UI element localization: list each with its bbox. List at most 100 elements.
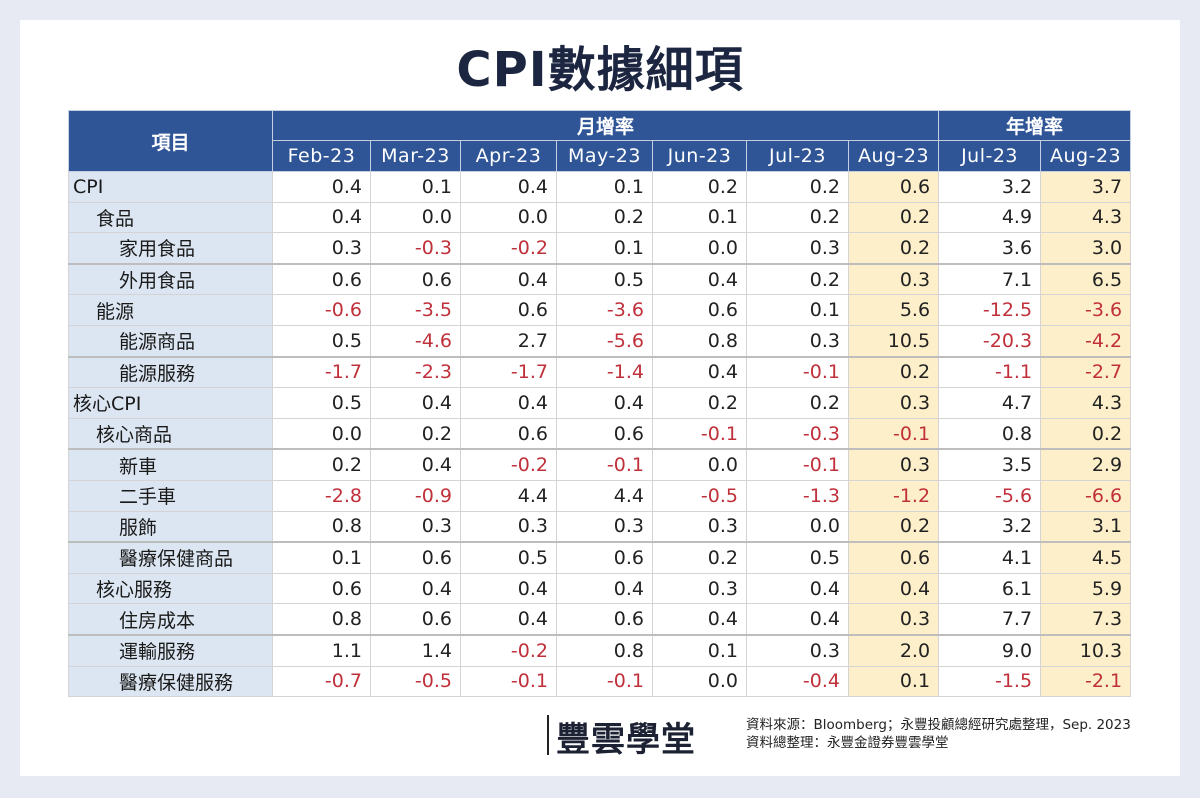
mom-value-cell: 0.2 <box>652 171 747 203</box>
mom-value-cell: 0.0 <box>746 510 849 543</box>
yoy-value-cell: -3.6 <box>1040 294 1132 326</box>
mom-month-header: Feb-23 <box>272 140 371 172</box>
yoy-value-cell: 4.5 <box>1040 541 1132 574</box>
table-row: 新車 0.2 0.4 -0.2 -0.1 0.0 -0.1 0.3 3.5 2.9 <box>68 448 1132 481</box>
mom-value-cell: -0.5 <box>652 479 747 512</box>
mom-value-cell: 0.4 <box>272 171 371 203</box>
mom-value-cell: 0.6 <box>460 294 557 326</box>
mom-value-cell: -1.2 <box>847 479 940 512</box>
mom-value-cell: 0.3 <box>847 603 940 636</box>
yoy-value-cell: 3.2 <box>938 171 1042 203</box>
yoy-value-cell: 3.0 <box>1040 232 1132 265</box>
header-month-row: Feb-23 Mar-23 Apr-23 May-23 Jun-23 Jul-23 Aug-… <box>69 140 1132 172</box>
row-label: 能源 <box>68 294 273 326</box>
mom-value-cell: -0.1 <box>556 448 653 481</box>
mom-value-cell: -0.1 <box>847 417 940 450</box>
table-row: 核心商品 0.0 0.2 0.6 0.6 -0.1 -0.3 -0.1 0.8 0.2 <box>68 417 1132 450</box>
page-title: CPI數據細項 <box>456 42 744 98</box>
mom-value-cell: 4.4 <box>556 479 653 512</box>
mom-value-cell: -0.1 <box>460 665 557 698</box>
row-label: 核心商品 <box>68 417 273 450</box>
mom-value-cell: 0.3 <box>746 324 849 358</box>
mom-value-cell: 0.4 <box>652 262 747 296</box>
yoy-value-cell: 4.9 <box>938 201 1042 234</box>
yoy-value-cell: 5.9 <box>1040 572 1132 605</box>
mom-value-cell: 0.2 <box>746 262 849 296</box>
mom-value-cell: 0.6 <box>370 541 461 574</box>
source-line-2: 資料總整理：永豐金證券豐雲學堂 <box>746 735 949 751</box>
mom-value-cell: 0.0 <box>370 201 461 234</box>
table-row: 能源 -0.6 -3.5 0.6 -3.6 0.6 0.1 5.6 -12.5 -3.6 <box>68 294 1132 326</box>
table-row: 能源商品 0.5 -4.6 2.7 -5.6 0.8 0.3 10.5 -20.3 -4.2 <box>68 324 1132 358</box>
mom-value-cell: -1.3 <box>746 479 849 512</box>
mom-value-cell: -1.4 <box>556 355 653 389</box>
mom-value-cell: 5.6 <box>847 294 940 326</box>
row-label: 住房成本 <box>68 603 273 636</box>
yoy-month-header: Aug-23 <box>1040 140 1132 172</box>
cpi-detail-table: 項目 月增率 年增率 Feb-23 Mar-23 Apr-23 May-23 Jun-2… <box>68 110 1132 698</box>
yoy-value-cell: -1.1 <box>938 355 1042 389</box>
table-row: 運輸服務 1.1 1.4 -0.2 0.8 0.1 0.3 2.0 9.0 10.3 <box>68 633 1132 667</box>
mom-value-cell: 0.2 <box>847 232 940 265</box>
yoy-value-cell: 7.7 <box>938 603 1042 636</box>
mom-value-cell: -1.7 <box>460 355 557 389</box>
mom-value-cell: 0.0 <box>652 232 747 265</box>
yoy-value-cell: 6.5 <box>1040 262 1132 296</box>
mom-value-cell: 2.7 <box>460 324 557 358</box>
footer-divider <box>547 715 549 755</box>
mom-value-cell: 0.4 <box>746 572 849 605</box>
table-row: 二手車 -2.8 -0.9 4.4 4.4 -0.5 -1.3 -1.2 -5.6 -6.6 <box>68 479 1132 512</box>
mom-value-cell: 0.6 <box>272 572 371 605</box>
mom-value-cell: 0.4 <box>460 262 557 296</box>
yoy-value-cell: -6.6 <box>1040 479 1132 512</box>
mom-value-cell: 0.4 <box>556 387 653 419</box>
mom-value-cell: 0.2 <box>847 510 940 543</box>
mom-value-cell: 2.0 <box>847 633 940 667</box>
table-row: 住房成本 0.8 0.6 0.4 0.6 0.4 0.4 0.3 7.7 7.3 <box>68 603 1132 636</box>
mom-value-cell: 0.5 <box>272 387 371 419</box>
row-label: 服飾 <box>68 510 273 543</box>
mom-value-cell: 0.4 <box>746 603 849 636</box>
mom-value-cell: 0.2 <box>272 448 371 481</box>
mom-value-cell: 0.3 <box>460 510 557 543</box>
yoy-value-cell: -1.5 <box>938 665 1042 698</box>
yoy-value-cell: -2.7 <box>1040 355 1132 389</box>
mom-value-cell: 0.3 <box>556 510 653 543</box>
table-row: 核心服務 0.6 0.4 0.4 0.4 0.3 0.4 0.4 6.1 5.9 <box>68 572 1132 605</box>
mom-value-cell: 0.5 <box>272 324 371 358</box>
mom-value-cell: 0.4 <box>847 572 940 605</box>
mom-value-cell: 0.3 <box>746 633 849 667</box>
row-label: 食品 <box>68 201 273 234</box>
mom-value-cell: 0.1 <box>272 541 371 574</box>
mom-value-cell: 0.3 <box>746 232 849 265</box>
mom-value-cell: -4.6 <box>370 324 461 358</box>
mom-value-cell: 0.3 <box>847 448 940 481</box>
yoy-value-cell: 7.1 <box>938 262 1042 296</box>
mom-value-cell: 0.3 <box>652 572 747 605</box>
yoy-value-cell: 3.1 <box>1040 510 1132 543</box>
mom-value-cell: 0.4 <box>652 355 747 389</box>
mom-value-cell: 0.2 <box>847 355 940 389</box>
yoy-value-cell: 3.7 <box>1040 171 1132 203</box>
mom-value-cell: 0.6 <box>370 262 461 296</box>
row-label: 家用食品 <box>68 232 273 265</box>
mom-value-cell: 0.6 <box>556 541 653 574</box>
row-label: 醫療保健商品 <box>68 541 273 574</box>
yoy-value-cell: -5.6 <box>938 479 1042 512</box>
yoy-value-cell: 4.7 <box>938 387 1042 419</box>
mom-value-cell: 0.4 <box>460 603 557 636</box>
mom-value-cell: 0.1 <box>652 633 747 667</box>
mom-value-cell: 0.2 <box>370 417 461 450</box>
table-row: 外用食品 0.6 0.6 0.4 0.5 0.4 0.2 0.3 7.1 6.5 <box>68 262 1132 296</box>
yoy-value-cell: 0.2 <box>1040 417 1132 450</box>
mom-value-cell: 0.6 <box>272 262 371 296</box>
mom-value-cell: 0.6 <box>370 603 461 636</box>
mom-value-cell: 0.2 <box>556 201 653 234</box>
table-row: 核心CPI 0.5 0.4 0.4 0.4 0.2 0.2 0.3 4.7 4.3 <box>68 387 1132 419</box>
table-row: 醫療保健服務 -0.7 -0.5 -0.1 -0.1 0.0 -0.4 0.1 -1.5 -2.1 <box>68 665 1132 698</box>
mom-value-cell: 0.3 <box>370 510 461 543</box>
table-row: 食品 0.4 0.0 0.0 0.2 0.1 0.2 0.2 4.9 4.3 <box>68 201 1132 234</box>
mom-value-cell: 0.1 <box>847 665 940 698</box>
mom-value-cell: 0.8 <box>272 603 371 636</box>
mom-value-cell: -3.5 <box>370 294 461 326</box>
